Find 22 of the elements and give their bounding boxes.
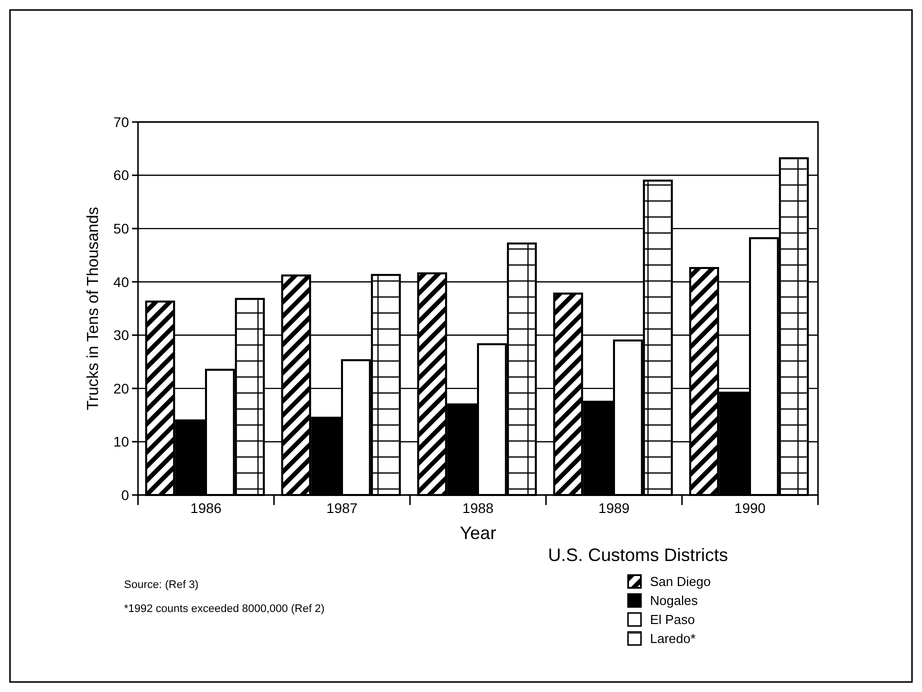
legend-label: El Paso <box>650 612 695 627</box>
y-tick-label: 60 <box>113 167 130 184</box>
x-axis-title: Year <box>460 523 496 543</box>
x-tick-label: 1990 <box>734 500 766 516</box>
legend-label: San Diego <box>650 574 711 589</box>
x-tick-label: 1987 <box>326 500 358 516</box>
y-tick-label: 20 <box>113 380 130 396</box>
legend-title: U.S. Customs Districts <box>548 545 728 565</box>
x-tick-label: 1989 <box>598 500 630 516</box>
legend-label: Laredo* <box>650 631 696 646</box>
source-note: Source: (Ref 3) <box>124 579 199 591</box>
x-tick-label: 1988 <box>462 500 494 516</box>
y-axis-title: Trucks in Tens of Thousands <box>85 206 102 410</box>
y-tick-label: 50 <box>113 220 130 236</box>
y-tick-label: 10 <box>113 434 130 450</box>
text: *1992 counts exceeded 8000,000 (Ref 2) <box>124 603 325 615</box>
legend-label: Nogales <box>650 593 698 608</box>
y-tick-label: 0 <box>121 486 130 503</box>
y-tick-label: 70 <box>113 114 130 130</box>
y-tick-label: 30 <box>113 327 130 344</box>
y-tick-label: 40 <box>113 274 130 290</box>
x-tick-label: 1986 <box>190 500 222 516</box>
